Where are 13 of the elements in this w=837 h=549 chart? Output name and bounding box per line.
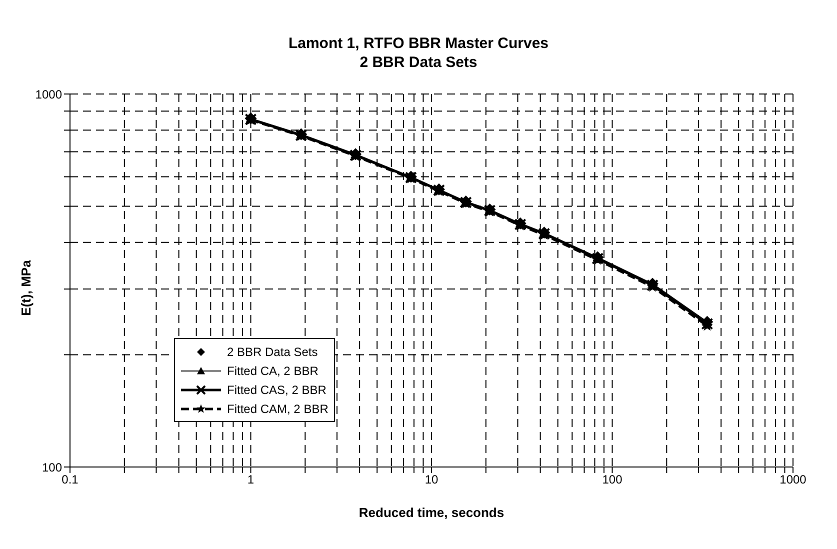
legend-label: Fitted CAS, 2 BBR [227,382,326,396]
legend-label: Fitted CA, 2 BBR [227,364,318,378]
x-axis-title: Reduced time, seconds [358,505,504,520]
x-tick-label: 10 [424,472,438,487]
y-axis-title: E(t), MPa [18,260,34,316]
x-tick-label: 100 [602,472,623,487]
x-tick-label: 1 [247,472,254,487]
x-tick-label: 1000 [780,472,807,487]
legend-label: 2 BBR Data Sets [227,344,318,358]
x-tick-label: 0.1 [62,472,79,487]
chart-title: Lamont 1, RTFO BBR Master Curves [287,34,550,53]
legend-label: Fitted CAM, 2 BBR [227,402,328,416]
chart-subtitle: 2 BBR Data Sets [358,53,478,72]
